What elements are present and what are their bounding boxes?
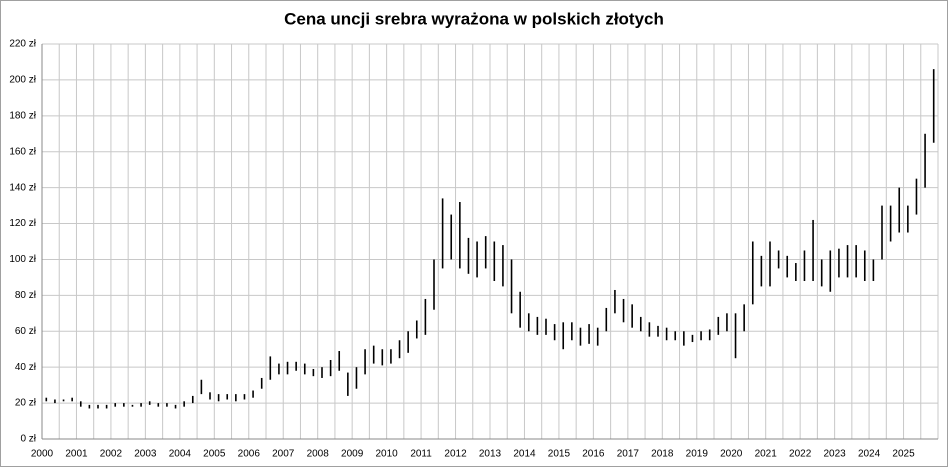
x-tick-label: 2008: [307, 449, 330, 460]
y-tick-label: 140 zł: [9, 182, 36, 193]
y-tick-label: 120 zł: [9, 218, 36, 229]
y-tick-label: 200 zł: [9, 75, 36, 86]
x-tick-label: 2011: [410, 449, 432, 460]
y-tick-label: 160 zł: [9, 146, 36, 157]
x-tick-label: 2006: [238, 449, 261, 460]
x-tick-label: 2017: [617, 449, 640, 460]
x-tick-label: 2005: [203, 449, 226, 460]
x-tick-label: 2015: [548, 449, 571, 460]
x-tick-label: 2019: [686, 449, 709, 460]
x-tick-label: 2022: [789, 449, 812, 460]
y-tick-label: 220 zł: [9, 39, 36, 50]
x-tick-label: 2016: [582, 449, 605, 460]
x-tick-label: 2023: [823, 449, 846, 460]
x-tick-label: 2014: [513, 449, 536, 460]
x-tick-label: 2018: [651, 449, 674, 460]
x-tick-label: 2009: [341, 449, 364, 460]
y-tick-label: 0 zł: [20, 434, 36, 445]
x-tick-label: 2002: [100, 449, 123, 460]
x-tick-label: 2001: [65, 449, 88, 460]
x-tick-label: 2003: [134, 449, 157, 460]
y-tick-label: 180 zł: [9, 110, 36, 121]
y-tick-label: 40 zł: [15, 362, 37, 373]
y-tick-label: 60 zł: [15, 326, 37, 337]
x-tick-label: 2000: [31, 449, 54, 460]
x-tick-label: 2021: [755, 449, 778, 460]
x-tick-label: 2024: [858, 449, 881, 460]
x-tick-label: 2012: [444, 449, 467, 460]
x-tick-label: 2007: [272, 449, 295, 460]
y-tick-label: 100 zł: [9, 254, 36, 265]
y-tick-label: 80 zł: [15, 290, 37, 301]
chart-title: Cena uncji srebra wyrażona w polskich zł…: [284, 9, 664, 28]
x-tick-label: 2025: [892, 449, 915, 460]
y-tick-label: 20 zł: [15, 398, 37, 409]
x-tick-label: 2004: [169, 449, 192, 460]
x-tick-label: 2020: [720, 449, 743, 460]
x-tick-label: 2010: [375, 449, 398, 460]
x-tick-label: 2013: [479, 449, 502, 460]
